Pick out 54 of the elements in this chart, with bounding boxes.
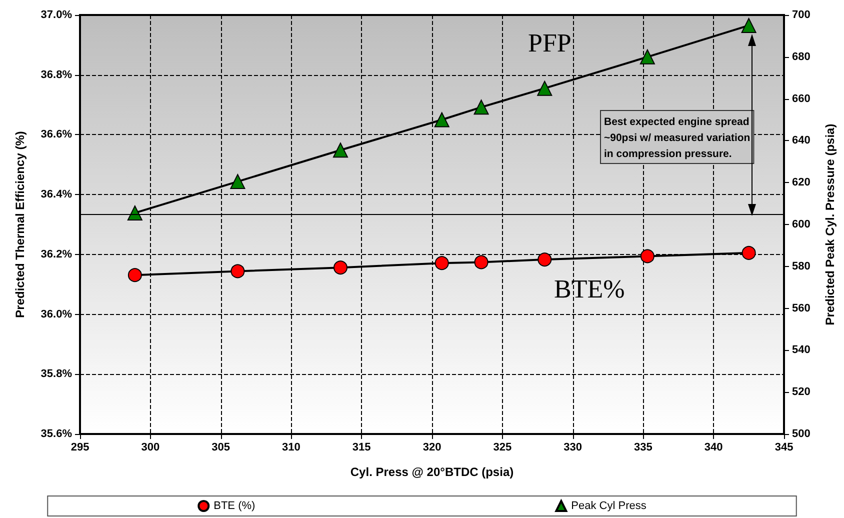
y-tick-label: 35.8% [40,368,72,380]
point [128,268,142,282]
x-tick-label: 320 [422,442,442,454]
y2-axis-title: Predicted Peak Cyl. Pressure (psia) [823,124,837,326]
y-tick-label: 35.6% [40,428,72,440]
x-tick-label: 315 [352,442,371,454]
x-axis-title: Cyl. Press @ 20°BTDC (psia) [350,465,514,479]
annotation: Best expected engine spread ~90psi w/ measured variation in compression pressure. [604,116,750,160]
point [640,49,655,64]
point [537,80,552,96]
x-tick-label: 340 [704,442,723,454]
x-tick-label: 305 [212,442,230,454]
x-tick-label: 310 [282,442,300,454]
y2-tick-label: 520 [792,386,810,398]
point [230,264,245,278]
y-tick-label: 36.2% [40,248,72,260]
y2-tick-label: 540 [792,344,810,356]
y-tick-label: 36.6% [40,128,72,141]
y2-tick-label: 620 [792,176,810,189]
y-tick-label: 36.8% [40,68,72,81]
point [230,174,246,190]
y-axis-title: Predicted Thermal Efficiency (%) [13,131,27,318]
y2-tick-label: 500 [792,428,810,440]
y-tick-label: 36.0% [40,308,72,320]
point [742,246,756,260]
point [434,112,450,128]
y-tick-label: 37.0% [40,9,72,21]
annotation: PFP [528,28,572,58]
y2-tick-label: 640 [792,134,810,147]
point [741,18,756,33]
x-tick-label: 325 [493,442,512,454]
x-tick-label: 295 [70,442,90,454]
point [640,249,654,264]
legend-label: BTE (%) [214,500,256,512]
point [474,100,489,115]
x-tick-label: 345 [774,442,794,454]
legend-label: Peak Cyl Press [571,500,647,512]
x-tick-label: 330 [564,442,582,454]
x-tick-label: 300 [141,442,160,454]
point [434,256,449,270]
y2-tick-label: 700 [792,9,810,21]
y2-tick-label: 680 [792,50,810,63]
annotation: BTE% [554,274,625,304]
y2-tick-label: 580 [792,260,810,272]
point [332,142,348,158]
y-tick-label: 36.4% [40,188,72,201]
y2-tick-label: 560 [792,302,810,314]
point [474,255,488,270]
point [538,252,552,267]
x-tick-label: 335 [634,442,652,454]
point [333,260,348,275]
point [127,205,142,220]
y2-tick-label: 660 [792,92,810,105]
y2-tick-label: 600 [792,218,810,230]
